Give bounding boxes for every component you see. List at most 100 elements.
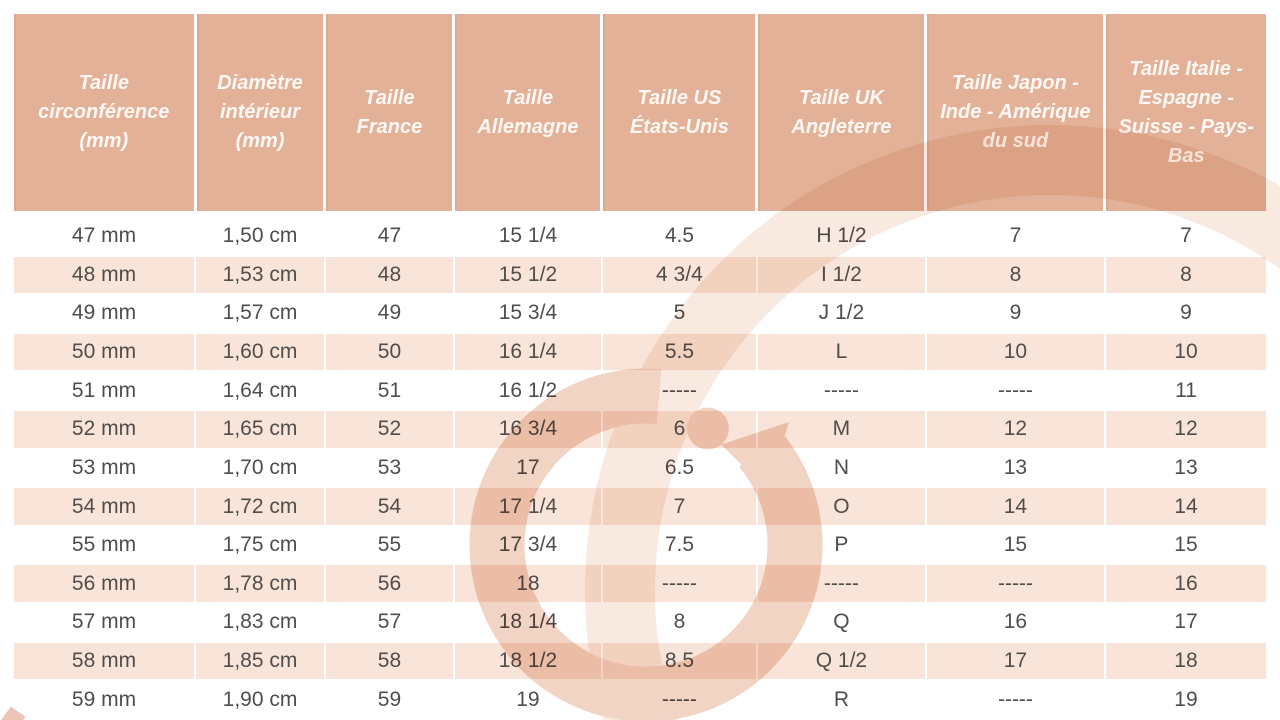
- table-cell: 8: [1104, 255, 1266, 296]
- table-cell: 50: [324, 332, 455, 373]
- table-cell: 10: [1104, 332, 1266, 373]
- table-row: 55 mm 1,75 cm 55 17 3/4 7.5 P 15 15: [14, 525, 1266, 566]
- table-cell: 15: [925, 525, 1106, 566]
- table-cell: 1,90 cm: [195, 680, 326, 720]
- column-header-us: Taille US États-Unis: [601, 14, 759, 217]
- table-cell: -----: [601, 371, 758, 412]
- header-row: Taille circonférence (mm) Diamètre intér…: [14, 14, 1266, 217]
- table-cell: 57: [324, 603, 455, 643]
- table-cell: 1,83 cm: [195, 603, 326, 643]
- table-cell: 9: [1104, 294, 1266, 334]
- table-cell: 52: [324, 410, 455, 450]
- table-cell: 17: [1104, 603, 1266, 643]
- table-cell: 17: [925, 641, 1106, 682]
- table-cell: -----: [925, 680, 1106, 720]
- column-header-uk: Taille UK Angleterre: [756, 14, 928, 217]
- table-cell: 7: [1104, 214, 1266, 257]
- table-cell: 1,70 cm: [195, 448, 326, 489]
- table-cell: 10: [925, 332, 1106, 373]
- column-header-diametre: Diamètre intérieur (mm): [195, 14, 327, 217]
- table-cell: 1,60 cm: [195, 332, 326, 373]
- column-header-france: Taille France: [324, 14, 456, 217]
- table-cell: 16: [1104, 564, 1266, 605]
- table-cell: 59 mm: [14, 680, 197, 720]
- table-cell: I 1/2: [756, 255, 927, 296]
- column-header-italie: Taille Italie - Espagne - Suisse - Pays-…: [1104, 14, 1266, 217]
- table-cell: 15: [1104, 525, 1266, 566]
- table-cell: 47 mm: [14, 214, 197, 257]
- table-cell: 1,75 cm: [195, 525, 326, 566]
- table-cell: 17 1/4: [453, 487, 603, 527]
- table-cell: -----: [756, 371, 927, 412]
- table-cell: Q 1/2: [756, 641, 927, 682]
- table-cell: 50 mm: [14, 332, 197, 373]
- table-cell: 1,65 cm: [195, 410, 326, 450]
- table-cell: 49: [324, 294, 455, 334]
- table-cell: 15 1/4: [453, 214, 603, 257]
- table-cell: 8: [925, 255, 1106, 296]
- table-cell: 15 3/4: [453, 294, 603, 334]
- table-body: 47 mm 1,50 cm 47 15 1/4 4.5 H 1/2 7 7 48 mm 1,53 …: [14, 214, 1266, 720]
- table-cell: 56 mm: [14, 564, 197, 605]
- table-cell: 16 1/4: [453, 332, 603, 373]
- column-header-allemagne: Taille Allemagne: [453, 14, 604, 217]
- table-cell: 55 mm: [14, 525, 197, 566]
- table-cell: 48: [324, 255, 455, 296]
- table-cell: 19: [1104, 680, 1266, 720]
- table-cell: J 1/2: [756, 294, 927, 334]
- table-cell: 14: [1104, 487, 1266, 527]
- table-cell: 58 mm: [14, 641, 197, 682]
- table-row: 54 mm 1,72 cm 54 17 1/4 7 O 14 14: [14, 487, 1266, 527]
- table-cell: 12: [925, 410, 1106, 450]
- table-cell: 1,64 cm: [195, 371, 326, 412]
- table-cell: 13: [1104, 448, 1266, 489]
- column-header-japon: Taille Japon - Inde - Amérique du sud: [925, 14, 1107, 217]
- table-cell: 8.5: [601, 641, 758, 682]
- table-cell: 16 3/4: [453, 410, 603, 450]
- table-cell: M: [756, 410, 927, 450]
- table-cell: -----: [925, 564, 1106, 605]
- table-cell: 47: [324, 214, 455, 257]
- table-cell: 19: [453, 680, 603, 720]
- table-cell: 13: [925, 448, 1106, 489]
- table-cell: 18 1/4: [453, 603, 603, 643]
- table-cell: 1,72 cm: [195, 487, 326, 527]
- table-cell: 53 mm: [14, 448, 197, 489]
- table-cell: H 1/2: [756, 214, 927, 257]
- table-cell: 18: [1104, 641, 1266, 682]
- table-row: 58 mm 1,85 cm 58 18 1/2 8.5 Q 1/2 17 18: [14, 641, 1266, 682]
- table-cell: 55: [324, 525, 455, 566]
- table-cell: N: [756, 448, 927, 489]
- table-cell: P: [756, 525, 927, 566]
- table-row: 47 mm 1,50 cm 47 15 1/4 4.5 H 1/2 7 7: [14, 214, 1266, 257]
- table-cell: 7.5: [601, 525, 758, 566]
- table-cell: 16: [925, 603, 1106, 643]
- table-row: 49 mm 1,57 cm 49 15 3/4 5 J 1/2 9 9: [14, 294, 1266, 334]
- table-cell: 9: [925, 294, 1106, 334]
- table-row: 48 mm 1,53 cm 48 15 1/2 4 3/4 I 1/2 8 8: [14, 255, 1266, 296]
- table-cell: 4 3/4: [601, 255, 758, 296]
- column-header-circonference: Taille circonférence (mm): [14, 14, 197, 217]
- table-row: 51 mm 1,64 cm 51 16 1/2 ----- ----- ----- 11: [14, 371, 1266, 412]
- table-cell: 51: [324, 371, 455, 412]
- table-cell: Q: [756, 603, 927, 643]
- table-cell: 5.5: [601, 332, 758, 373]
- table-cell: 49 mm: [14, 294, 197, 334]
- table-cell: 1,53 cm: [195, 255, 326, 296]
- table-cell: 18 1/2: [453, 641, 603, 682]
- table-header: Taille circonférence (mm) Diamètre intér…: [14, 14, 1266, 217]
- table-row: 50 mm 1,60 cm 50 16 1/4 5.5 L 10 10: [14, 332, 1266, 373]
- table-cell: 59: [324, 680, 455, 720]
- table-cell: 52 mm: [14, 410, 197, 450]
- table-cell: 1,85 cm: [195, 641, 326, 682]
- table-cell: 54 mm: [14, 487, 197, 527]
- table-row: 56 mm 1,78 cm 56 18 ----- ----- ----- 16: [14, 564, 1266, 605]
- table-cell: 4.5: [601, 214, 758, 257]
- table-cell: -----: [756, 564, 927, 605]
- table-cell: 58: [324, 641, 455, 682]
- table-cell: R: [756, 680, 927, 720]
- table-cell: 53: [324, 448, 455, 489]
- table-cell: 8: [601, 603, 758, 643]
- table-cell: 54: [324, 487, 455, 527]
